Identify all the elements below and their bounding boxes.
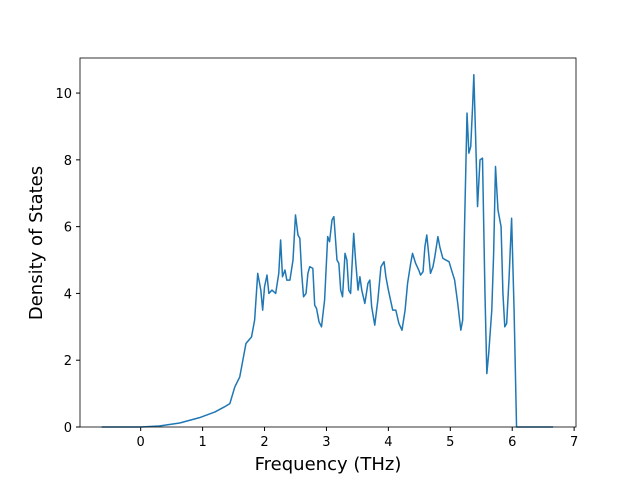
x-tick-label: 7 bbox=[570, 435, 578, 450]
y-axis-label: Density of States bbox=[26, 166, 47, 320]
x-tick-label: 1 bbox=[198, 435, 206, 450]
y-tick-label: 6 bbox=[64, 221, 72, 236]
data-line bbox=[101, 73, 554, 428]
y-tick-label: 8 bbox=[64, 154, 72, 169]
x-tick-label: 5 bbox=[446, 435, 454, 450]
plot-frame bbox=[79, 57, 577, 428]
y-tick-label: 4 bbox=[64, 287, 72, 302]
x-axis-label: Frequency (THz) bbox=[255, 454, 402, 475]
x-tick-label: 2 bbox=[260, 435, 268, 450]
x-tick-label: 4 bbox=[384, 435, 392, 450]
x-tick-label: 6 bbox=[508, 435, 516, 450]
x-tick-label: 0 bbox=[137, 435, 145, 450]
y-tick-label: 0 bbox=[64, 421, 72, 436]
y-tick-label: 2 bbox=[64, 354, 72, 369]
y-tick-label: 10 bbox=[55, 87, 72, 102]
x-tick-label: 3 bbox=[322, 435, 330, 450]
